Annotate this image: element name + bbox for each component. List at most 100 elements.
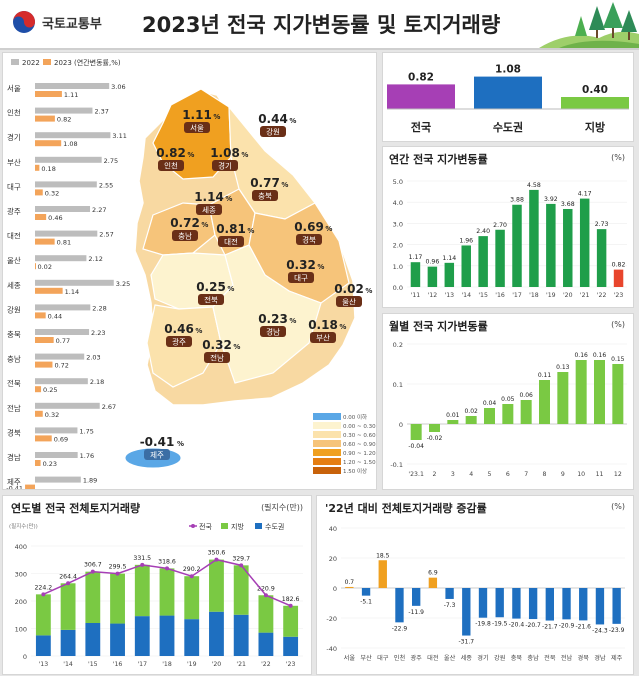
- map-legend-swatch: [313, 467, 341, 474]
- transactions-unit: (필지수(만)): [261, 503, 303, 512]
- change-panel: '22년 대비 전체토지거래량 증감률 (%) 40 20 0 -20 -40 0.7 서울…: [316, 495, 634, 675]
- annual-xtick: '14: [461, 292, 471, 299]
- map-value-label: 0.02: [334, 282, 364, 296]
- map-row-label: 울산: [7, 255, 21, 265]
- change-unit: (%): [611, 502, 625, 511]
- change-value-label: -20.9: [559, 622, 575, 629]
- map-row-label: 광주: [7, 206, 21, 216]
- bar-2022: [35, 452, 78, 458]
- transactions-total-label: 306.7: [84, 562, 102, 569]
- annual-xtick: '18: [529, 292, 539, 299]
- taegeuk-logo-icon: [13, 11, 35, 33]
- bar-2023-label: 0.02: [37, 263, 51, 271]
- change-bar: [528, 588, 538, 620]
- change-xtick: 울산: [444, 654, 456, 662]
- monthly-xtick: 2: [433, 471, 437, 478]
- bar-2022-label: 2.23: [91, 329, 105, 337]
- bar-2023-label: 0.46: [48, 214, 62, 222]
- transactions-bar-capital: [283, 636, 299, 656]
- map-row-label: 제주: [7, 478, 21, 487]
- change-xtick: 인천: [394, 654, 406, 662]
- change-xtick: 강원: [494, 654, 506, 662]
- transactions-legend-swatch: [255, 523, 262, 529]
- monthly-value-label: 0.16: [574, 352, 588, 359]
- map-region-badge: [336, 296, 362, 307]
- summary-chart: 0.82 전국 1.08 수도권 0.40 지방: [387, 64, 629, 134]
- map-value-label: 0.32: [202, 338, 232, 352]
- bar-2022: [35, 230, 98, 237]
- bar-2023-label: 0.81: [57, 239, 71, 247]
- change-bar: [562, 588, 571, 620]
- bar-2023: [35, 460, 41, 466]
- transactions-legend-label: 전국: [199, 522, 212, 531]
- monthly-bar: [594, 360, 605, 424]
- annual-bar: [579, 198, 590, 287]
- transactions-xtick: '19: [187, 661, 197, 668]
- transactions-total-label: 290.2: [183, 566, 201, 573]
- change-xtick: 부산: [360, 654, 372, 662]
- transactions-xtick: '22: [261, 661, 271, 668]
- bar-2023: [35, 189, 43, 196]
- annual-xtick: '20: [563, 292, 573, 299]
- monthly-bar: [539, 380, 550, 424]
- map-value-label: 0.32: [286, 258, 316, 272]
- summary-panel: 0.82 전국 1.08 수도권 0.40 지방: [382, 52, 634, 142]
- annual-bar: [512, 204, 522, 287]
- bar-2022-label: 2.55: [99, 181, 113, 189]
- change-bar: [495, 588, 504, 618]
- map-value-unit: %: [225, 195, 232, 203]
- bar-2022: [35, 156, 102, 163]
- change-bar: [395, 588, 404, 623]
- monthly-bar: [575, 360, 587, 424]
- bar-2023-label: 1.14: [65, 288, 79, 296]
- monthly-xtick: 5: [488, 471, 492, 478]
- bar-2022: [35, 206, 91, 212]
- summary-value: 1.08: [495, 64, 521, 76]
- region-gyeonggi-shape: [152, 88, 232, 180]
- header: 국토교통부 2023년 전국 지가변동률 및 토지거래량: [0, 0, 639, 50]
- annual-xtick: '21: [580, 292, 590, 299]
- change-value-label: 18.5: [376, 552, 390, 559]
- annual-bar: [546, 203, 556, 287]
- transactions-total-label: 318.6: [158, 558, 176, 565]
- annual-bar: [478, 236, 488, 287]
- map-value-label: 0.81: [216, 222, 246, 236]
- change-xtick: 충북: [511, 654, 523, 662]
- transactions-bar-local: [35, 594, 51, 636]
- transactions-total-point: [189, 574, 194, 579]
- transactions-bar-capital: [159, 615, 175, 656]
- transactions-xtick: '14: [63, 661, 73, 668]
- change-bar: [579, 588, 588, 621]
- bar-2022-label: 3.25: [116, 280, 130, 288]
- map-value-label: 0.44: [258, 112, 288, 126]
- monthly-xtick: 9: [561, 471, 565, 478]
- map-value-label: 0.23: [258, 312, 288, 326]
- map-row-label: 서울: [7, 84, 21, 93]
- map-value-unit: %: [317, 263, 324, 271]
- map-region-name: 서울: [190, 124, 204, 133]
- transactions-bar-capital: [110, 623, 125, 656]
- monthly-xtick: 8: [543, 471, 547, 478]
- monthly-value-label: 0.16: [593, 352, 607, 359]
- change-chart: 40 20 0 -20 -40 0.7 서울 -5.1 부산 18.5 대구 -22.9 인천 -11.9…: [326, 525, 625, 662]
- transactions-total-point: [239, 563, 244, 568]
- change-ytick: -40: [326, 645, 337, 653]
- map-row-label: 부산: [7, 157, 21, 167]
- bar-2022-label: 1.89: [83, 477, 97, 485]
- transactions-bar-local: [184, 576, 200, 620]
- change-value-label: 0.7: [345, 579, 355, 586]
- transactions-bar-local: [258, 595, 274, 633]
- monthly-xtick: 12: [614, 471, 622, 478]
- map-legend-label: 0.90 ~ 1.20: [343, 451, 376, 457]
- monthly-panel: 월별 전국 지가변동률 (%) -0.1 0 0.1 0.2 -0.04'23.1 -0.…: [382, 313, 634, 490]
- annual-xtick: '15: [478, 292, 488, 299]
- change-value-label: -11.9: [408, 609, 424, 616]
- change-xtick: 전북: [544, 654, 556, 662]
- map-legend-label: 1.50 이상: [343, 467, 367, 475]
- summary-bar: [474, 76, 542, 109]
- map-region-badge: [196, 204, 222, 215]
- change-value-label: -21.6: [575, 623, 591, 630]
- change-value-label: -5.1: [360, 599, 372, 606]
- map-value-unit: %: [365, 287, 372, 295]
- transactions-xtick: '23: [286, 661, 296, 668]
